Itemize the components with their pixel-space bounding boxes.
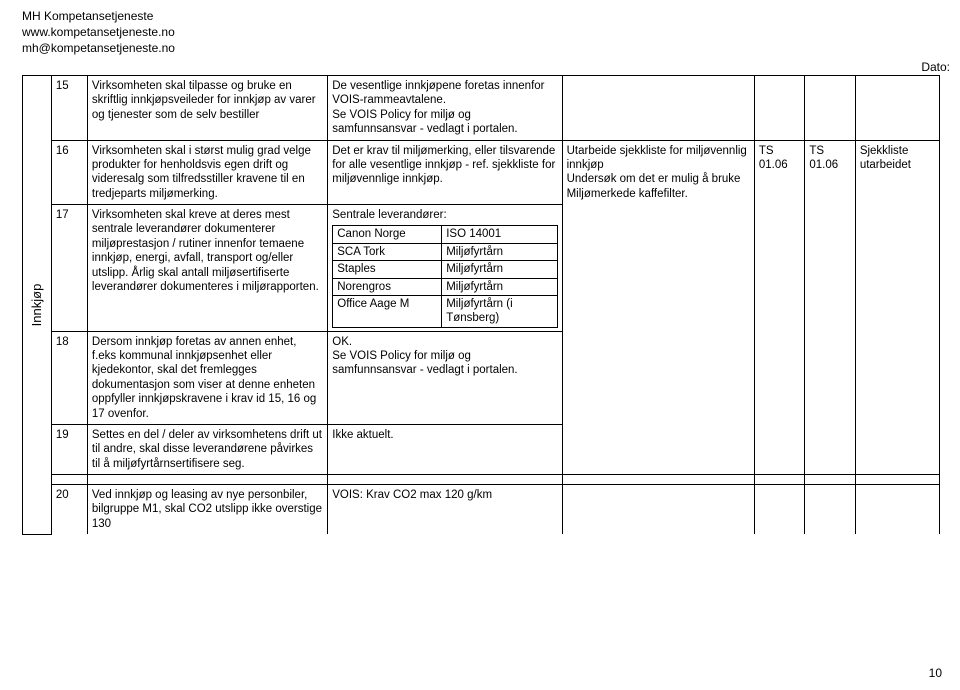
row-desc: Settes en del / deler av virksomhetens d… [87, 424, 327, 474]
row-num: 16 [51, 140, 87, 205]
row-notes: Det er krav til miljømerking, eller tils… [328, 140, 562, 205]
row-num: 18 [51, 331, 87, 424]
supplier-cell: Miljøfyrtårn [442, 278, 557, 295]
row-action [562, 76, 754, 141]
row-ts1 [754, 76, 804, 141]
row-notes: Sentrale leverandører: Canon NorgeISO 14… [328, 205, 562, 332]
row-notes: VOIS: Krav CO2 max 120 g/km [328, 485, 562, 535]
row-status: Sjekkliste utarbeidet [855, 140, 939, 475]
row-ts2 [805, 485, 855, 535]
supplier-cell: Norengros [333, 278, 442, 295]
row-ts1 [754, 485, 804, 535]
notes-heading: Sentrale leverandører: [332, 208, 557, 222]
row-desc: Dersom innkjøp foretas av annen enhet, f… [87, 331, 327, 424]
row-num: 19 [51, 424, 87, 474]
row-num: 20 [51, 485, 87, 535]
row-action [562, 485, 754, 535]
row-notes: Ikke aktuelt. [328, 424, 562, 474]
row-desc: Virksomheten skal tilpasse og bruke en s… [87, 76, 327, 141]
main-table: Innkjøp 15 Virksomheten skal tilpasse og… [22, 75, 940, 535]
supplier-table: Canon NorgeISO 14001SCA TorkMiljøfyrtårn… [332, 225, 557, 327]
header-line3: mh@kompetansetjeneste.no [22, 40, 960, 56]
table-row: Innkjøp 15 Virksomheten skal tilpasse og… [23, 76, 940, 141]
supplier-cell: SCA Tork [333, 243, 442, 260]
row-num: 17 [51, 205, 87, 332]
main-table-wrap: Innkjøp 15 Virksomheten skal tilpasse og… [22, 75, 940, 535]
page-number: 10 [929, 666, 942, 680]
row-desc: Virksomheten skal kreve at deres mest se… [87, 205, 327, 332]
row-notes: OK. Se VOIS Policy for miljø og samfunns… [328, 331, 562, 424]
row-desc: Virksomheten skal i størst mulig grad ve… [87, 140, 327, 205]
supplier-cell: Canon Norge [333, 226, 442, 243]
table-row: 16 Virksomheten skal i størst mulig grad… [23, 140, 940, 205]
row-ts1: TS 01.06 [754, 140, 804, 475]
row-num: 15 [51, 76, 87, 141]
row-notes: De vesentlige innkjøpene foretas innenfo… [328, 76, 562, 141]
spacer-row [23, 475, 940, 485]
supplier-cell: Miljøfyrtårn (i Tønsberg) [442, 295, 557, 327]
document-header: MH Kompetansetjeneste www.kompetansetjen… [0, 0, 960, 57]
header-line1: MH Kompetansetjeneste [22, 8, 960, 24]
row-ts2: TS 01.06 [805, 140, 855, 475]
table-row: 20 Ved innkjøp og leasing av nye personb… [23, 485, 940, 535]
row-status [855, 485, 939, 535]
supplier-cell: Miljøfyrtårn [442, 243, 557, 260]
row-desc: Ved innkjøp og leasing av nye personbile… [87, 485, 327, 535]
supplier-cell: Office Aage M [333, 295, 442, 327]
supplier-cell: Staples [333, 261, 442, 278]
row-action: Utarbeide sjekkliste for miljøvennlig in… [562, 140, 754, 475]
row-status [855, 76, 939, 141]
dato-label: Dato: [921, 60, 950, 74]
section-cell: Innkjøp [23, 76, 52, 535]
supplier-cell: Miljøfyrtårn [442, 261, 557, 278]
row-ts2 [805, 76, 855, 141]
supplier-cell: ISO 14001 [442, 226, 557, 243]
header-line2: www.kompetansetjeneste.no [22, 24, 960, 40]
section-label: Innkjøp [29, 283, 45, 326]
